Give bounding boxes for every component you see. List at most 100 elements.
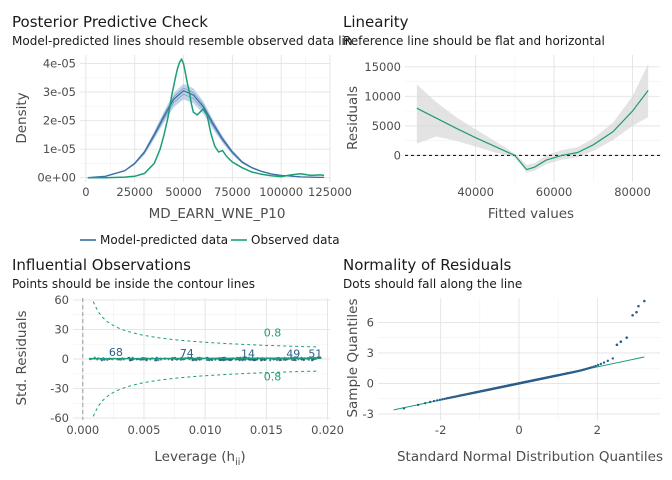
quantile-outlier-point	[643, 299, 646, 303]
influential-subtitle: Points should be inside the contour line…	[12, 277, 255, 291]
quantile-outlier-point	[625, 336, 629, 339]
normality-x-axis-label: Standard Normal Distribution Quantiles	[397, 449, 663, 465]
linearity-y-axis-label: Residuals	[345, 86, 361, 150]
ppc-legend: Model-predicted data Observed data	[80, 233, 340, 247]
normality-plot-area: -2 0 2 -3 0 3 6	[363, 298, 660, 437]
panel-linearity: Linearity Reference line should be flat …	[343, 13, 660, 222]
ppc-title: Posterior Predictive Check	[12, 13, 208, 31]
y-tick-label: -30	[50, 382, 69, 396]
leverage-label-subscript: ii	[235, 457, 240, 468]
ppc-subtitle: Model-predicted lines should resemble ob…	[12, 34, 352, 48]
observation-point	[252, 358, 255, 362]
quantile-point	[424, 401, 427, 405]
quantile-point	[592, 365, 595, 368]
quantile-outlier-point	[637, 304, 640, 308]
observation-point	[205, 358, 209, 362]
y-tick-label: 15000	[364, 60, 401, 74]
x-tick-label: 75000	[214, 185, 251, 199]
observation-point	[260, 359, 263, 362]
y-tick-label: 5000	[372, 119, 401, 133]
y-tick-label: 4e-05	[43, 57, 76, 71]
influential-y-axis-label: Std. Residuals	[14, 310, 30, 405]
quantile-point	[590, 366, 593, 369]
loess-fit-line	[416, 90, 649, 171]
quantile-point	[432, 399, 436, 403]
normality-subtitle: Dots should fall along the line	[343, 277, 522, 291]
panel-influential-observations: Influential Observations Points should b…	[12, 256, 344, 468]
quantile-point	[402, 407, 406, 410]
panel-posterior-predictive-check: Posterior Predictive Check Model-predict…	[12, 13, 352, 247]
quantile-point	[606, 359, 610, 363]
y-tick-label: 1e-05	[43, 142, 76, 156]
normality-y-axis-label: Sample Quantiles	[345, 298, 361, 417]
observation-point	[157, 359, 160, 362]
quantile-point	[435, 399, 439, 402]
observation-point	[294, 359, 297, 362]
quantile-outlier-point	[631, 313, 634, 317]
cooks-contour-lower	[92, 370, 319, 417]
y-tick-label: 6	[367, 315, 374, 329]
linearity-x-axis-label: Fitted values	[488, 206, 574, 222]
x-tick-label: 0.015	[250, 423, 283, 437]
legend-observed-label: Observed data	[251, 233, 340, 247]
observation-point	[269, 359, 272, 362]
leverage-label-main: Leverage (h	[154, 449, 235, 465]
y-tick-label: -3	[363, 407, 374, 421]
observation-label: 51	[308, 348, 322, 361]
observation-point	[278, 358, 282, 361]
x-tick-label: 2	[594, 423, 601, 437]
influential-title: Influential Observations	[12, 256, 191, 274]
contour-label-lower: 0.8	[264, 371, 282, 384]
y-tick-label: 0	[62, 352, 69, 366]
normality-title: Normality of Residuals	[343, 256, 512, 274]
influential-x-axis-label: Leverage (hii)	[154, 449, 245, 468]
confidence-band	[416, 63, 649, 173]
x-tick-label: 0.000	[66, 423, 99, 437]
quantile-point	[594, 364, 597, 368]
x-tick-label: 0.005	[128, 423, 161, 437]
quantile-point	[428, 400, 432, 404]
y-tick-label: 2e-05	[43, 114, 76, 128]
quantile-point	[438, 398, 442, 402]
ppc-y-axis-label: Density	[14, 92, 30, 143]
quantile-point	[416, 403, 420, 407]
y-tick-label: 0	[367, 376, 374, 390]
quantile-point	[441, 398, 444, 401]
linearity-subtitle: Reference line should be flat and horizo…	[343, 34, 605, 48]
x-tick-label: -2	[435, 423, 446, 437]
y-tick-label: 3e-05	[43, 85, 76, 99]
panel-normality-of-residuals: Normality of Residuals Dots should fall …	[343, 256, 663, 465]
quantile-outlier-point	[635, 310, 638, 314]
observation-point	[292, 358, 296, 362]
observation-point	[154, 359, 158, 362]
ppc-plot-area: 0 25000 50000 75000 100000 125000 0e+00 1e-05 2e…	[37, 55, 352, 199]
x-tick-label: 0.010	[189, 423, 222, 437]
cooks-contour-upper	[92, 301, 319, 348]
x-tick-label: 25000	[116, 185, 153, 199]
quantile-outlier-point	[615, 343, 619, 347]
y-tick-label: -60	[50, 411, 69, 425]
y-tick-label: 60	[54, 293, 69, 307]
linearity-plot-area: 40000 60000 80000 0 5000 10000 15000	[364, 55, 660, 199]
x-tick-label: 60000	[536, 185, 573, 199]
y-tick-label: 3	[367, 346, 374, 360]
influential-plot-area: 0.000 0.005 0.010 0.015 0.020 -60 -30 0 30 60 0.8 0…	[50, 293, 344, 437]
x-tick-label: 40000	[457, 185, 494, 199]
observation-label: 49	[286, 348, 300, 361]
leverage-label-suffix: )	[240, 449, 245, 465]
observation-label: 74	[180, 347, 194, 360]
x-tick-label: 0.020	[311, 423, 344, 437]
quantile-point	[611, 357, 614, 360]
linearity-title: Linearity	[343, 13, 409, 31]
observation-point	[310, 359, 314, 362]
observed-data-line	[87, 57, 325, 179]
y-tick-label: 10000	[364, 89, 401, 103]
model-predicted-replicate-line	[87, 87, 325, 179]
legend-model-label: Model-predicted data	[100, 233, 228, 247]
quantile-point	[443, 397, 446, 401]
contour-label-upper: 0.8	[264, 326, 282, 339]
quantile-point	[602, 361, 606, 364]
observation-point	[307, 358, 311, 361]
quantile-point	[599, 362, 603, 366]
